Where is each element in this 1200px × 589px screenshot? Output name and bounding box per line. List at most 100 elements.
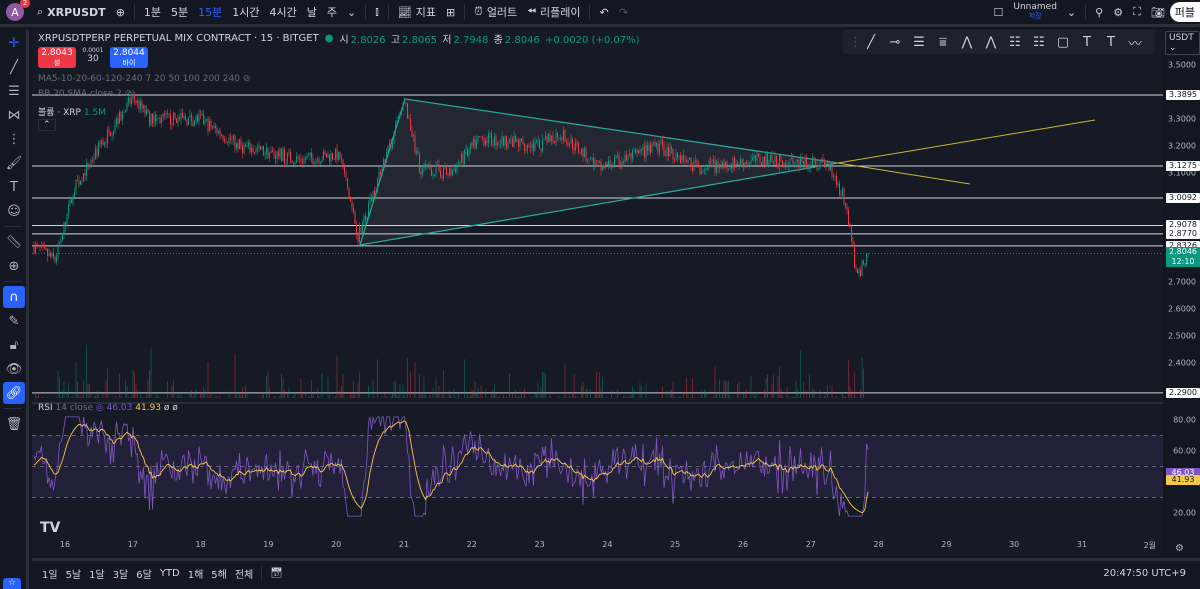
ma-indicator-legend[interactable]: MA5-10-20-60-120-240 7 20 50 100 200 240… [38,74,250,84]
add-symbol-icon[interactable]: ⊕ [115,5,125,19]
trash-icon[interactable]: 🗑︎ [5,416,23,432]
price-axis[interactable]: 3.5000 3.3000 3.2000 3.1000 2.7000 2.6000 2.50… [1163,30,1200,555]
interval-dropdown-chevron-icon[interactable]: ⌄ [347,5,357,19]
pattern-icon[interactable]: ⋈ [7,107,21,123]
camera-icon[interactable]: 📷︎ [1150,5,1165,19]
interval-day[interactable]: 날 [306,6,317,19]
interval-15m[interactable]: 15분 [198,6,223,19]
range-5d[interactable]: 5날 [65,570,82,581]
settings-gear-icon[interactable]: ⚙ [1113,5,1124,19]
candle-body [618,155,620,165]
xabcd-pattern-icon[interactable]: ⋀ [961,34,973,50]
redo-icon[interactable]: ↷ [618,5,628,19]
price-label-icon[interactable]: T [1107,34,1115,50]
currency-label: USDT [1169,33,1194,43]
goto-date-calendar-icon[interactable]: 📅︎ [270,568,283,579]
favorites-star-icon[interactable]: ☆ [3,578,21,589]
bb-indicator-legend[interactable]: BB 20 SMA close 2 ⊘ [38,89,132,99]
candle-body [111,135,113,136]
interval-4h[interactable]: 4시간 [269,6,297,19]
brush-icon[interactable]: 🖌︎ [5,155,23,171]
quick-search-icon[interactable]: ⚲ [1095,5,1104,19]
axis-settings-gear-icon[interactable]: ⚙ [1175,543,1184,554]
crosshair-icon[interactable]: ✛ [8,35,20,51]
replay-button[interactable]: ⏪︎ 리플레이 [522,4,585,20]
rectangle-icon[interactable]: ▢ [1056,34,1070,50]
currency-selector[interactable]: USDT ⌄ [1165,31,1200,55]
range-1d[interactable]: 1일 [42,570,58,581]
templates-grid-icon[interactable]: ⊞ [446,5,456,19]
abcd-pattern-icon[interactable]: ⋀ [985,34,997,50]
price-chart-canvas[interactable] [32,30,1163,555]
trendline-icon[interactable]: ╱ [10,59,18,75]
hidden-eye-icon[interactable]: ⊘ [242,74,251,84]
interval-1h[interactable]: 1시간 [232,6,260,19]
fullscreen-icon[interactable]: ⛶ [1133,5,1141,18]
range-3m[interactable]: 3달 [112,570,129,581]
fib-retracement-icon[interactable]: ⩸ [939,34,947,50]
zoom-in-icon[interactable]: ⊕ [8,258,20,274]
sell-button[interactable]: 2.8043 셀 [38,47,76,68]
range-5y[interactable]: 5해 [211,570,227,581]
layout-menu[interactable]: Unnamed 저장 [1008,3,1062,21]
unlock-icon[interactable]: 🔓︎ [9,337,19,353]
candle-body [521,138,522,141]
emoji-icon[interactable]: ☺ [7,203,21,219]
long-position-icon[interactable]: ☷ [1009,34,1021,50]
volume-bar [471,389,473,398]
collapse-legend-chevron-up-icon[interactable]: ⌃ [38,119,56,131]
interval-5m[interactable]: 5분 [171,6,189,19]
parallel-channel-icon[interactable]: ☰ [913,34,925,50]
link-icon[interactable]: 🔗︎ [3,382,25,404]
volume-legend[interactable]: 볼륨 · XRP 1.5M [38,105,106,118]
time-axis[interactable]: 16 17 18 19 20 21 22 23 24 25 26 27 28 29 30 31 2월 [32,540,1163,555]
buy-button[interactable]: 2.8044 바이 [110,47,148,68]
hide-eye-icon[interactable]: 👁︎ [5,361,23,377]
interval-1m[interactable]: 1분 [143,6,162,19]
chevron-down-icon[interactable]: ⌄ [1066,5,1077,19]
range-all[interactable]: 전체 [234,570,254,581]
range-1y[interactable]: 1해 [187,570,204,581]
candle-body [435,165,437,175]
candle-body [680,155,681,163]
checkbox-icon[interactable]: ☐ [993,5,1004,19]
hidden-eye-icon[interactable]: ⊘ [124,89,133,99]
volume-bar [243,396,245,398]
chart-area[interactable] [32,30,1163,555]
fib-lines-icon[interactable]: ☰ [8,83,20,99]
path-icon[interactable]: 〰 [1128,36,1142,52]
symbol-search[interactable]: ⌕ XRPUSDT [32,5,111,19]
undo-icon[interactable]: ↶ [599,5,609,19]
candle-body [782,160,783,168]
prediction-icon[interactable]: ⋮ [7,131,21,147]
ruler-icon[interactable]: 📏︎ [5,234,23,250]
clock-timezone[interactable]: 20:47:50 UTC+9 [1103,568,1186,579]
indicators-button[interactable]: 📈︎ 지표 [393,4,441,20]
magnet-icon[interactable]: ∩ [3,286,25,308]
range-6m[interactable]: 6달 [136,570,152,581]
alert-button[interactable]: ⏰︎ 얼러트 [469,4,522,20]
trendline-icon[interactable]: ╱ [867,34,875,50]
candle-body [284,149,285,163]
candle-body [477,136,479,140]
drag-handle-icon[interactable]: ⋮ [849,34,862,50]
short-position-icon[interactable]: ☷ [1033,34,1045,50]
volume-bar [231,396,233,398]
range-ytd[interactable]: YTD [159,568,180,579]
range-1m[interactable]: 1달 [89,570,105,581]
candle-body [296,156,297,163]
volume-bar [611,390,612,398]
text-icon[interactable]: T [10,179,18,195]
candle-type-icon[interactable]: ⫾ [375,5,379,18]
text-icon[interactable]: T [1083,34,1091,50]
quantity-field[interactable]: 0.0001 30 [79,47,107,68]
candle-body [711,161,713,163]
lock-drawing-icon[interactable]: ✎ [8,313,20,329]
rsi-ma-line [33,420,869,514]
interval-week[interactable]: 주 [326,6,338,19]
candle-body [533,143,534,152]
horizontal-ray-icon[interactable]: ⊸ [889,34,901,50]
rsi-legend[interactable]: RSI 14 close ◎ 46.03 41.93 ø ø [38,403,178,413]
publish-button[interactable]: 퍼블 [1169,2,1200,22]
